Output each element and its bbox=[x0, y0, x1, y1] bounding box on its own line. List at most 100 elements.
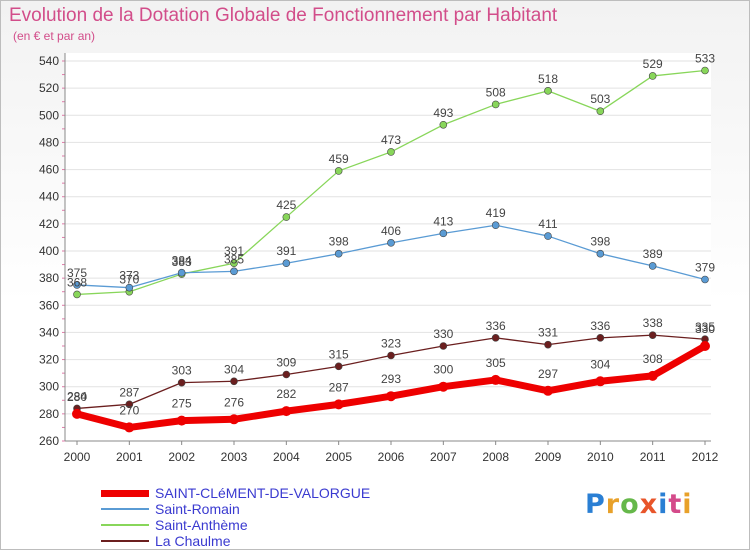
data-label: 287 bbox=[119, 385, 139, 399]
data-point bbox=[124, 422, 135, 433]
y-tick-label: 500 bbox=[39, 108, 59, 122]
x-tick-label: 2000 bbox=[64, 450, 91, 464]
x-tick-label: 2006 bbox=[378, 450, 405, 464]
y-tick-label: 440 bbox=[39, 190, 59, 204]
data-point bbox=[648, 72, 657, 80]
logo-letter: r bbox=[605, 489, 621, 520]
data-point bbox=[438, 381, 449, 392]
x-tick-label: 2008 bbox=[482, 450, 509, 464]
data-point bbox=[439, 342, 448, 350]
data-point bbox=[387, 351, 395, 360]
data-label: 304 bbox=[224, 362, 244, 376]
data-label: 287 bbox=[329, 380, 349, 394]
proxiti-logo: Proxiti bbox=[585, 489, 693, 520]
data-label: 282 bbox=[276, 387, 296, 401]
data-label: 413 bbox=[433, 214, 453, 228]
legend-label: Saint-Romain bbox=[155, 501, 240, 517]
data-label: 473 bbox=[381, 133, 401, 147]
data-label: 270 bbox=[119, 403, 139, 417]
y-tick-label: 300 bbox=[39, 380, 59, 394]
data-label: 419 bbox=[486, 206, 506, 220]
data-label: 391 bbox=[276, 244, 296, 258]
data-point bbox=[544, 87, 552, 95]
x-tick-label: 2011 bbox=[640, 450, 666, 464]
data-point bbox=[230, 377, 238, 386]
y-tick-label: 380 bbox=[39, 271, 59, 285]
data-label: 284 bbox=[67, 389, 87, 403]
data-label: 508 bbox=[486, 85, 506, 99]
chart-title: Evolution de la Dotation Globale de Fonc… bbox=[9, 5, 558, 26]
legend-item: La Chaulme bbox=[101, 533, 370, 549]
data-label: 425 bbox=[276, 198, 296, 212]
x-tick-label: 2003 bbox=[221, 450, 248, 464]
data-label: 389 bbox=[643, 247, 663, 261]
data-point bbox=[648, 331, 657, 339]
data-point bbox=[125, 400, 134, 409]
data-point bbox=[439, 229, 448, 238]
data-label: 305 bbox=[486, 356, 506, 370]
data-point bbox=[387, 148, 395, 156]
legend-swatch bbox=[101, 489, 149, 497]
y-tick-label: 280 bbox=[39, 407, 59, 421]
data-point bbox=[125, 283, 134, 292]
data-label: 280 bbox=[67, 390, 87, 404]
data-point bbox=[229, 414, 239, 425]
logo-letter: i bbox=[682, 489, 693, 520]
data-point bbox=[334, 167, 343, 175]
x-tick-label: 2005 bbox=[325, 450, 352, 464]
x-tick-label: 2009 bbox=[535, 450, 562, 464]
plot-area bbox=[65, 53, 711, 441]
data-label: 336 bbox=[486, 319, 506, 333]
data-point bbox=[491, 334, 500, 342]
data-point bbox=[386, 391, 396, 402]
data-label: 385 bbox=[224, 252, 244, 266]
data-label: 297 bbox=[538, 367, 558, 381]
data-point bbox=[282, 370, 291, 379]
chart-subtitle: (en € et par an) bbox=[13, 29, 96, 43]
data-label: 300 bbox=[433, 363, 453, 377]
data-label: 493 bbox=[433, 106, 453, 120]
data-label: 383 bbox=[172, 255, 192, 269]
data-point bbox=[334, 362, 343, 371]
x-tick-label: 2012 bbox=[692, 450, 719, 464]
data-label: 308 bbox=[643, 352, 663, 366]
data-point bbox=[491, 221, 500, 230]
data-point bbox=[282, 259, 291, 268]
data-point bbox=[701, 66, 709, 75]
data-point bbox=[595, 376, 606, 387]
data-label: 391 bbox=[224, 244, 244, 258]
data-label: 459 bbox=[329, 152, 349, 166]
y-tick-label: 480 bbox=[39, 135, 59, 149]
x-tick-label: 2002 bbox=[168, 450, 195, 464]
data-label: 379 bbox=[695, 261, 715, 275]
data-point bbox=[596, 249, 605, 258]
legend-swatch bbox=[101, 540, 149, 542]
data-point bbox=[439, 120, 448, 129]
data-point bbox=[491, 100, 500, 109]
x-tick-label: 2001 bbox=[116, 450, 143, 464]
data-point bbox=[334, 249, 343, 258]
data-label: 338 bbox=[643, 316, 663, 330]
data-point bbox=[72, 408, 82, 419]
y-tick-label: 260 bbox=[39, 434, 59, 448]
data-label: 315 bbox=[329, 347, 349, 361]
data-label: 533 bbox=[695, 52, 715, 66]
data-point bbox=[282, 213, 291, 221]
data-point bbox=[544, 232, 552, 240]
y-tick-label: 340 bbox=[39, 325, 59, 339]
y-tick-label: 320 bbox=[39, 353, 59, 367]
data-point bbox=[73, 290, 81, 299]
data-point bbox=[596, 334, 605, 342]
data-label: 375 bbox=[67, 266, 87, 280]
data-label: 275 bbox=[172, 397, 192, 411]
legend-label: Saint-Anthème bbox=[155, 517, 248, 533]
x-tick-label: 2007 bbox=[430, 450, 457, 464]
data-label: 336 bbox=[590, 319, 610, 333]
y-tick-label: 400 bbox=[39, 244, 59, 258]
data-point bbox=[544, 340, 552, 349]
data-label: 373 bbox=[119, 269, 139, 283]
legend-label: SAINT-CLéMENT-DE-VALORGUE bbox=[155, 485, 371, 501]
data-label: 518 bbox=[538, 72, 558, 86]
